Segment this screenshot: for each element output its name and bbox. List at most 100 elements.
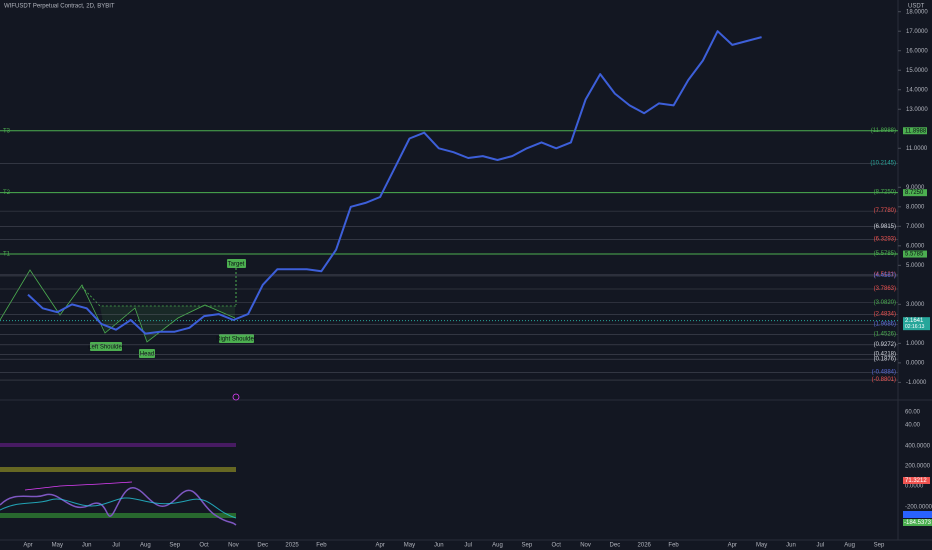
level-label: (-0.8801)	[872, 377, 896, 383]
level-box-label: 8.7250	[905, 190, 924, 196]
indicator-label: 0.0000	[905, 484, 924, 490]
x-tick-label: Aug	[140, 543, 151, 549]
annotation: Target	[228, 262, 245, 268]
level-box-label: 11.8988	[905, 128, 927, 134]
price-countdown: 02:16:13	[905, 324, 925, 330]
level-label: (1.9686)	[874, 322, 896, 328]
x-tick-label: Apr	[23, 543, 32, 549]
x-tick-label: Oct	[199, 543, 209, 549]
oscillator-signal	[0, 497, 237, 519]
y-tick-label: 6.0000	[906, 243, 925, 249]
price-line-series	[27, 30, 762, 335]
level-label: (11.8988)	[871, 128, 896, 134]
level-label: (0.9272)	[874, 342, 896, 348]
level-label: (8.7250)	[874, 190, 896, 196]
indicator-box-label: -184.5373	[904, 520, 932, 526]
indicator-label: 200.0000	[905, 464, 931, 470]
level-tag: T3	[3, 128, 11, 134]
level-box	[903, 250, 927, 258]
neckline	[81, 286, 236, 307]
y-tick-label: 0.0000	[906, 360, 925, 366]
x-tick-label: Oct	[552, 543, 562, 549]
x-tick-label: Feb	[316, 543, 327, 549]
y-tick-label: 7.0000	[906, 224, 925, 230]
level-label: (-0.4884)	[872, 369, 896, 375]
level-label: (7.7780)	[874, 208, 896, 214]
annotation-box	[90, 342, 122, 351]
indicator-label: 40.00	[905, 423, 921, 429]
x-tick-label: 2025	[285, 543, 299, 549]
annotation-box	[139, 349, 155, 358]
x-tick-label: Sep	[522, 543, 533, 549]
level-label: (3.7863)	[874, 286, 896, 292]
indicator-box	[903, 519, 932, 526]
x-tick-label: Dec	[257, 543, 268, 549]
level-label: (6.9815)	[874, 224, 896, 230]
level-box	[903, 189, 927, 197]
x-tick-label: Jul	[112, 543, 120, 549]
x-tick-label: May	[52, 543, 63, 549]
annotation: Left Shoulder	[88, 345, 124, 351]
x-tick-label: Sep	[874, 543, 885, 549]
y-tick-label: 16.0000	[906, 48, 928, 54]
x-tick-label: Jul	[464, 543, 472, 549]
y-tick-label: -1.0000	[906, 380, 927, 386]
level-label: (4.5121)	[874, 272, 896, 278]
annotation: Right Shoulder	[216, 337, 256, 343]
level-label: (1.4526)	[874, 332, 896, 338]
y-tick-label: 14.0000	[906, 87, 928, 93]
annotation-box	[219, 334, 254, 343]
indicator-label: 60.00	[905, 410, 921, 416]
x-tick-label: May	[404, 543, 415, 549]
level-label: (2.4834)	[874, 312, 896, 318]
annotation-box	[227, 259, 246, 268]
pattern-fill	[100, 305, 235, 342]
y-tick-label: 13.0000	[906, 107, 928, 113]
x-tick-label: Sep	[169, 543, 180, 549]
currency: USDT	[908, 4, 925, 10]
x-tick-label: Jun	[434, 543, 444, 549]
indicator-box	[903, 477, 930, 484]
price-label: 2.1641	[905, 318, 924, 324]
indicator-band	[0, 513, 236, 518]
indicator-label: -200.0000	[905, 505, 932, 511]
price-box	[903, 317, 930, 331]
level-label: (5.5785)	[874, 251, 896, 257]
x-tick-label: Apr	[728, 543, 737, 549]
y-tick-label: 17.0000	[906, 29, 928, 35]
level-tag: T1	[3, 252, 11, 258]
level-tag: T2	[3, 190, 11, 196]
y-tick-label: 9.0000	[906, 185, 925, 191]
indicator-band	[0, 443, 236, 447]
level-label: (3.0820)	[874, 300, 896, 306]
x-tick-label: Apr	[375, 543, 384, 549]
x-tick-label: Nov	[580, 543, 591, 549]
y-tick-label: 8.0000	[906, 204, 925, 210]
y-tick-label: 18.0000	[906, 9, 928, 15]
marker-icon	[232, 393, 240, 401]
level-box	[903, 127, 927, 135]
y-tick-label: 5.0000	[906, 263, 925, 269]
x-tick-label: Jun	[786, 543, 796, 549]
x-tick-label: 2026	[638, 543, 652, 549]
indicator-band	[0, 467, 236, 472]
x-tick-label: Aug	[844, 543, 855, 549]
oscillator	[0, 487, 237, 526]
chart-title: WIFUSDT Perpetual Contract, 2D, BYBIT	[4, 4, 115, 10]
x-tick-label: Aug	[492, 543, 503, 549]
x-tick-label: Feb	[668, 543, 679, 549]
level-box-label: 5.5785	[905, 252, 924, 258]
y-tick-label: 11.0000	[906, 146, 928, 152]
level-label: (10.2145)	[870, 161, 896, 167]
y-tick-label: 15.0000	[906, 68, 928, 74]
x-tick-label: Jul	[816, 543, 824, 549]
y-tick-label: 3.0000	[906, 302, 925, 308]
x-tick-label: May	[756, 543, 767, 549]
level-label: (6.3293)	[874, 236, 896, 242]
level-label: (4.4567)	[874, 273, 896, 279]
indicator-label: 400.0000	[905, 444, 931, 450]
x-tick-label: Nov	[228, 543, 239, 549]
level-label: (0.1876)	[874, 356, 896, 362]
x-tick-label: Jun	[82, 543, 92, 549]
